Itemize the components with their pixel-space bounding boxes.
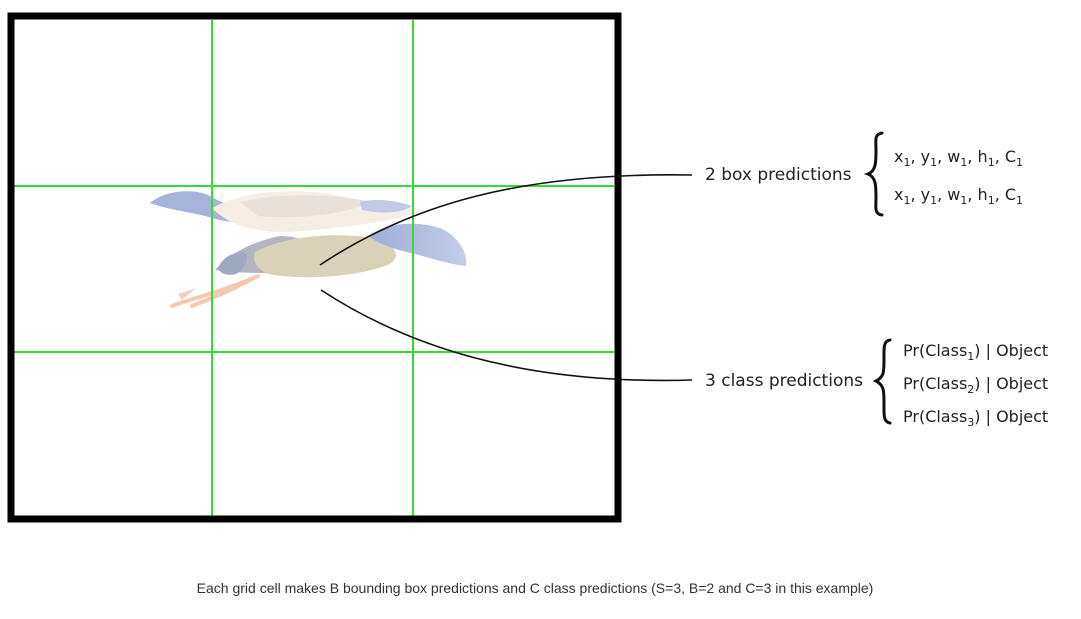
bird-right-wing <box>368 223 467 266</box>
box-prediction-entry: x1, y1, w1, h1, C1 <box>894 185 1023 207</box>
bird-legs <box>170 274 260 308</box>
class-predictions-label: 3 class predictions <box>705 371 863 391</box>
bird-head <box>218 252 247 275</box>
figure-caption: Each grid cell makes B bounding box pred… <box>196 580 874 596</box>
class-prediction-entry: Pr(Class3) | Object <box>903 407 1048 429</box>
bird-beak <box>178 288 196 300</box>
box-predictions-label: 2 box predictions <box>705 165 852 185</box>
connector-box-predictions <box>319 174 693 266</box>
class-predictions-brace <box>872 338 892 425</box>
class-prediction-entry: Pr(Class2) | Object <box>903 374 1048 396</box>
box-predictions-brace <box>863 131 884 217</box>
connector-class-predictions <box>320 289 693 382</box>
bird-back-feathers <box>212 191 425 233</box>
bird-body <box>253 235 396 278</box>
grid-lines <box>14 20 614 516</box>
image-frame <box>7 12 622 523</box>
bird-tail <box>360 199 412 213</box>
bird-image <box>150 191 467 308</box>
class-prediction-entry: Pr(Class1) | Object <box>903 341 1048 363</box>
bird-back-shading <box>240 195 372 218</box>
box-prediction-entry: x1, y1, w1, h1, C1 <box>894 147 1023 169</box>
